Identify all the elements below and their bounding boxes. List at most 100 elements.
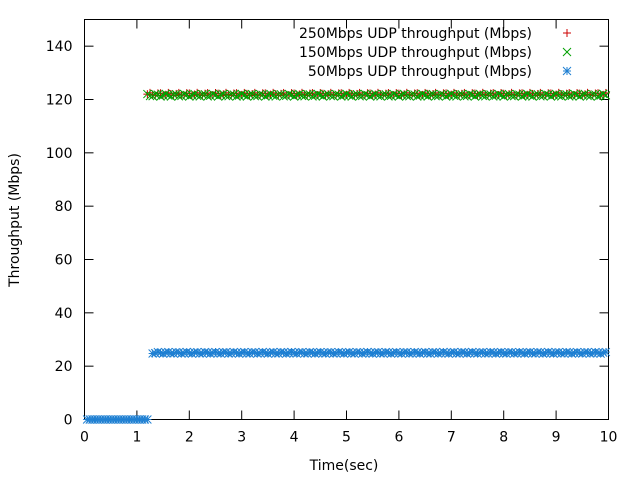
data-point — [318, 92, 328, 101]
data-point — [475, 89, 485, 99]
legend-marker — [562, 47, 572, 57]
legend-label: 50Mbps UDP throughput (Mbps) — [308, 64, 532, 80]
data-point — [156, 92, 165, 101]
y-tick-label: 120 — [46, 93, 73, 109]
data-point — [370, 89, 380, 99]
data-point — [598, 89, 608, 99]
series-3 — [82, 347, 611, 424]
x-tick-label: 9 — [552, 430, 561, 446]
data-point — [163, 91, 173, 100]
y-tick-label: 100 — [46, 146, 73, 162]
data-point — [462, 91, 472, 101]
data-point — [216, 90, 226, 100]
data-point — [242, 92, 252, 101]
data-point — [245, 90, 254, 100]
data-point — [488, 92, 498, 101]
data-points — [82, 88, 611, 424]
data-point — [179, 89, 189, 99]
legend-marker — [562, 66, 572, 76]
data-point — [326, 91, 336, 101]
data-point — [478, 91, 488, 101]
data-point — [321, 90, 330, 100]
data-point — [213, 92, 223, 101]
x-tick-label: 10 — [600, 430, 618, 446]
data-point — [536, 91, 545, 101]
y-tick-label: 60 — [55, 253, 73, 269]
data-point — [465, 89, 474, 99]
data-point — [402, 91, 412, 101]
data-point — [423, 92, 433, 101]
data-point — [412, 92, 422, 101]
data-point — [384, 92, 393, 101]
x-tick-label: 6 — [394, 430, 403, 446]
data-point — [436, 89, 446, 99]
data-point — [494, 89, 503, 99]
data-point — [150, 89, 160, 99]
data-point — [530, 90, 540, 99]
data-point — [190, 89, 199, 99]
data-point — [360, 89, 370, 99]
data-point — [203, 92, 212, 101]
data-point — [525, 91, 535, 100]
data-point — [237, 89, 247, 99]
data-point — [292, 90, 302, 100]
data-point — [394, 92, 404, 101]
data-point — [169, 90, 178, 99]
data-point — [313, 89, 323, 99]
data-point — [559, 90, 569, 99]
x-tick-label: 5 — [342, 430, 351, 446]
data-point — [570, 89, 579, 99]
y-tick-label: 20 — [55, 359, 73, 375]
data-point — [588, 89, 598, 99]
data-point — [397, 90, 406, 100]
data-point — [184, 92, 194, 101]
legend-label: 250Mbps UDP throughput (Mbps) — [299, 26, 532, 42]
x-tick-label: 7 — [447, 430, 456, 446]
data-point — [407, 89, 417, 99]
data-point — [161, 89, 171, 99]
data-point — [198, 89, 207, 99]
data-point — [192, 347, 202, 357]
data-point — [593, 92, 603, 101]
data-point — [232, 92, 241, 101]
data-point — [446, 89, 456, 99]
data-point — [302, 89, 312, 99]
data-point — [431, 91, 440, 101]
data-point — [554, 91, 564, 101]
x-tick-label: 2 — [185, 430, 194, 446]
data-point — [575, 92, 585, 101]
data-point — [174, 91, 184, 101]
data-point — [274, 90, 283, 99]
data-point — [342, 89, 351, 99]
legend-marker — [563, 29, 571, 37]
data-point — [145, 91, 155, 101]
legend: 250Mbps UDP throughput (Mbps) 150Mbps UDP… — [299, 26, 572, 80]
data-point — [501, 90, 511, 100]
x-tick-label: 8 — [499, 430, 508, 446]
data-point — [297, 91, 307, 101]
data-point — [250, 91, 260, 101]
data-point — [378, 90, 388, 99]
data-point — [268, 91, 278, 101]
data-point — [208, 89, 218, 99]
data-point — [226, 89, 236, 99]
x-tick-label: 4 — [290, 430, 299, 446]
data-point — [192, 91, 202, 101]
data-point — [308, 92, 317, 101]
data-point — [266, 89, 275, 99]
y-axis-label: Throughput (Mbps) — [7, 153, 23, 288]
data-point — [546, 92, 556, 101]
x-tick-label: 3 — [237, 430, 246, 446]
data-point — [591, 90, 600, 99]
data-point — [418, 89, 427, 99]
x-tick-label: 1 — [132, 430, 141, 446]
data-point — [289, 92, 299, 101]
x-axis-label: Time(sec) — [309, 458, 379, 474]
data-point — [284, 89, 294, 99]
data-point — [255, 89, 265, 99]
data-point — [454, 90, 464, 99]
data-point — [583, 91, 592, 101]
legend-label: 150Mbps UDP throughput (Mbps) — [299, 45, 532, 61]
